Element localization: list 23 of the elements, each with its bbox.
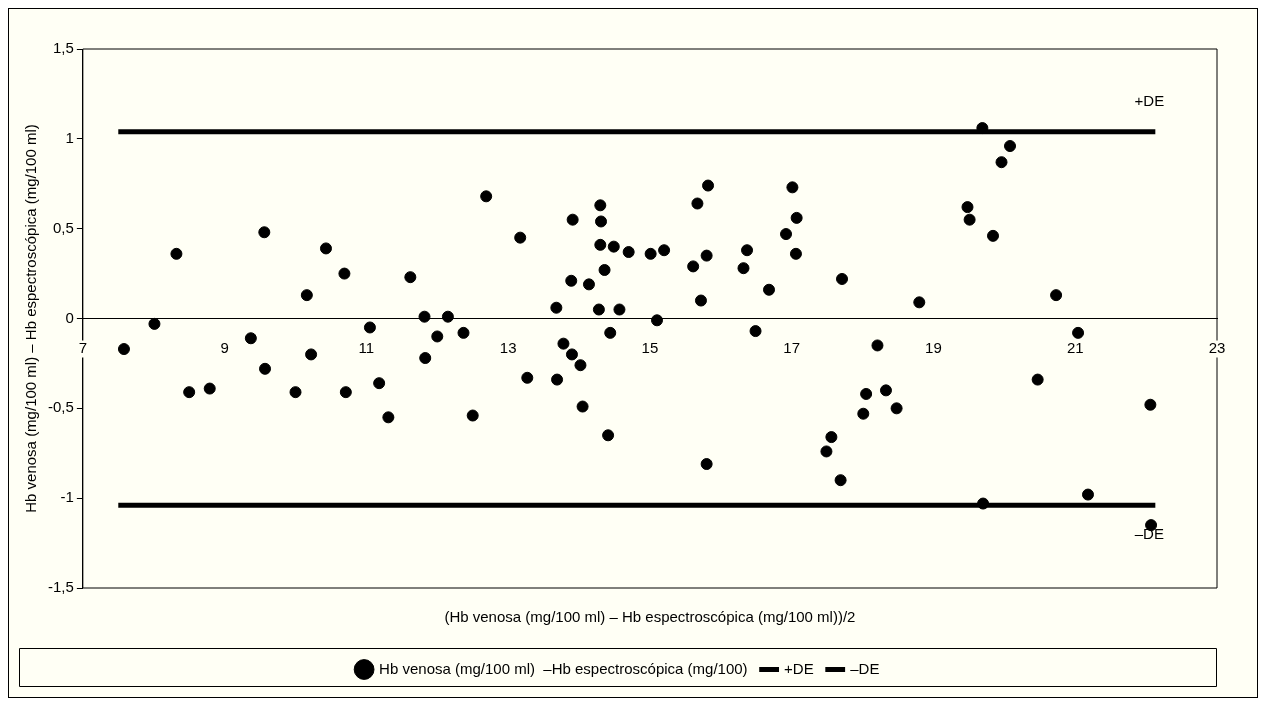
x-tick-label: 7 <box>78 339 88 357</box>
x-tick-label: 15 <box>641 339 659 357</box>
legend-label: +DE <box>784 659 814 677</box>
y-tick-label: -1,5 <box>47 578 74 596</box>
y-tick-label: -1 <box>60 488 74 506</box>
y-tick-label: 0 <box>65 308 74 326</box>
x-axis-title: (Hb venosa (mg/100 ml) – Hb espectroscópica (mg/100 ml))/2 <box>444 607 856 625</box>
x-tick-label: 11 <box>358 339 375 357</box>
y-tick-label: -0,5 <box>47 398 74 416</box>
legend-label: Hb venosa (mg/100 ml) –Hb espectroscópica (mg/100) <box>379 659 748 677</box>
y-tick-label: 0,5 <box>52 218 74 236</box>
x-tick-label: 21 <box>1066 339 1084 357</box>
y-tick-label: 1 <box>65 128 74 146</box>
legend-label: –DE <box>850 659 880 677</box>
x-tick-label: 23 <box>1208 339 1226 357</box>
x-tick-label: 19 <box>925 339 942 357</box>
y-axis-title: Hb venosa (mg/100 ml) – Hb espectroscópica (mg/100 ml) <box>22 124 40 513</box>
x-tick-label: 17 <box>783 339 801 357</box>
y-tick-label: 1,5 <box>52 39 74 57</box>
text: +DE <box>1134 92 1165 110</box>
text: –DE <box>1134 524 1164 542</box>
x-tick-label: 13 <box>499 339 517 357</box>
x-tick-label: 9 <box>220 339 229 357</box>
